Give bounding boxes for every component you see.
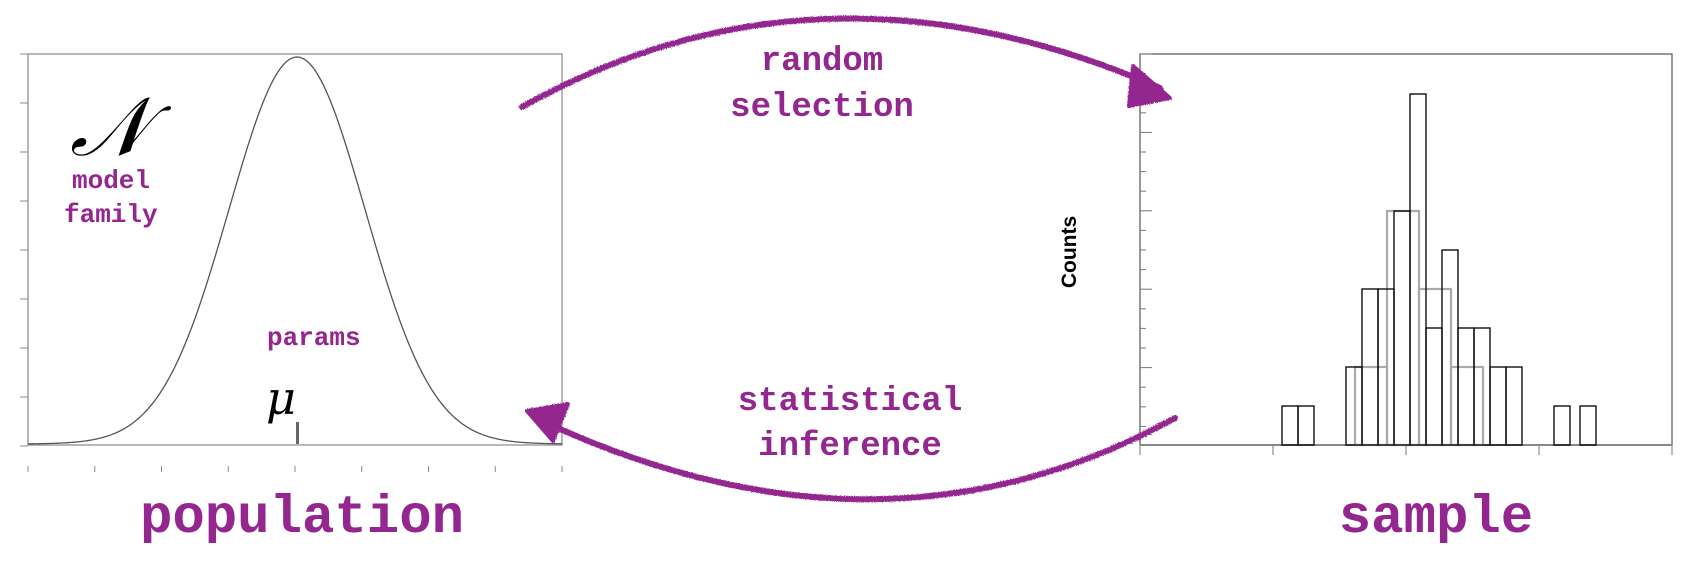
selection-label: selection [730, 89, 914, 127]
model-label: model [72, 166, 150, 196]
histogram-grey-bar [1417, 287, 1453, 447]
sample-panel: Counts sample [1058, 53, 1673, 549]
histogram-bar [1457, 327, 1475, 446]
histogram-grey-bar [1353, 365, 1389, 447]
statistical-inference-arrowhead [525, 402, 570, 443]
sample-x-ticks [1139, 445, 1673, 455]
sample-label: sample [1339, 488, 1533, 549]
statistical-inference-arrow-shaft [535, 415, 1178, 503]
population-panel: 𝒩 model family params μ population [20, 53, 563, 549]
histogram-grey-bar [1385, 209, 1421, 447]
random-selection-arrowhead [1127, 64, 1172, 108]
histogram-bar [1579, 405, 1597, 446]
statistical-label: statistical [738, 383, 962, 421]
sample-y-ticks [1140, 53, 1152, 427]
family-label: family [64, 200, 158, 230]
histogram-bar [1297, 405, 1315, 446]
inference-label: inference [758, 428, 942, 466]
histogram-bar [1281, 405, 1299, 446]
params-label: params [267, 323, 361, 353]
mu-marker [296, 422, 299, 444]
histogram-bar [1409, 93, 1427, 446]
histogram-grey-bar [1449, 365, 1485, 447]
normal-density-curve [27, 56, 563, 445]
random-selection-arrow [519, 15, 1172, 110]
random-label: random [761, 43, 883, 81]
statistical-inference-arrow [525, 402, 1178, 503]
histogram-bar [1489, 366, 1507, 446]
histogram-bar [1553, 405, 1571, 446]
population-y-ticks [20, 53, 28, 447]
histogram-bar [1393, 210, 1411, 446]
sample-histogram-bars [1281, 93, 1597, 446]
histogram-bar [1505, 366, 1523, 446]
mu-symbol: μ [266, 371, 296, 425]
population-label: population [140, 488, 464, 549]
histogram-bar [1425, 327, 1443, 446]
model-family-symbol: 𝒩 [70, 80, 172, 175]
counts-axis-label: Counts [1058, 216, 1081, 288]
random-selection-arrow-shaft [519, 15, 1163, 110]
sample-plot-frame [1139, 53, 1673, 446]
population-x-ticks [27, 466, 563, 472]
